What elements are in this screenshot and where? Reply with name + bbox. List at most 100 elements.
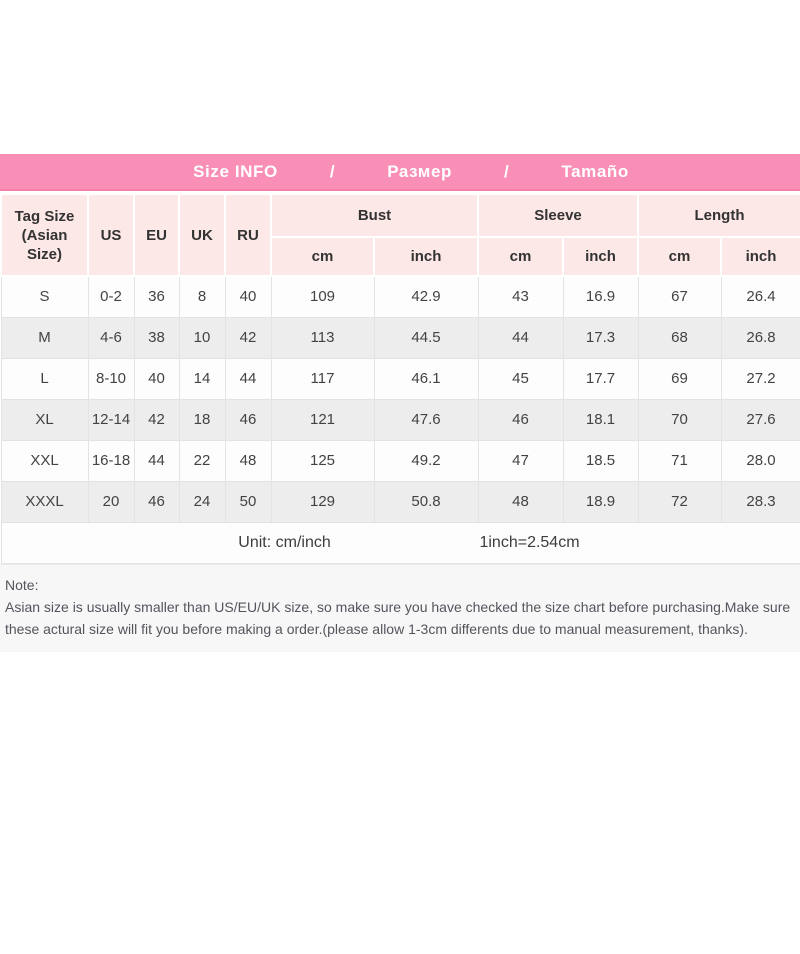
- cell-us: 0-2: [87, 275, 135, 318]
- cell-bust-cm: 121: [270, 398, 375, 441]
- unit-label: Unit: cm/inch: [238, 533, 331, 551]
- header-row-groups: Tag Size (Asian Size) US EU UK RU Bust S…: [0, 193, 800, 277]
- cell-uk: 10: [178, 316, 226, 359]
- cell-sleeve-inch: 17.3: [562, 316, 639, 359]
- cell-bust-cm: 117: [270, 357, 375, 400]
- cell-ru: 48: [224, 439, 272, 482]
- note-heading: Note:: [5, 576, 39, 593]
- cell-length-inch: 28.3: [720, 480, 800, 523]
- unit-footer-cell: Unit: cm/inch 1inch=2.54cm: [0, 521, 800, 564]
- cell-bust-inch: 49.2: [373, 439, 479, 482]
- tag-size-line1: Tag Size: [14, 207, 75, 225]
- cell-sleeve-cm: 45: [477, 357, 564, 400]
- cell-uk: 18: [178, 398, 226, 441]
- cell-eu: 46: [133, 480, 180, 523]
- note-section: Note: Asian size is usually smaller than…: [0, 563, 800, 652]
- cell-sleeve-cm: 46: [477, 398, 564, 441]
- col-header-ru: RU: [224, 193, 272, 277]
- cell-ru: 40: [224, 275, 272, 318]
- cell-bust-inch: 47.6: [373, 398, 479, 441]
- col-group-bust: Bust: [270, 193, 479, 238]
- cell-tag: XXXL: [0, 480, 89, 523]
- cell-length-inch: 27.6: [720, 398, 800, 441]
- cell-us: 20: [87, 480, 135, 523]
- col-group-sleeve: Sleeve: [476, 193, 640, 238]
- cell-sleeve-cm: 47: [477, 439, 564, 482]
- title-segment: Tamaño: [561, 161, 629, 181]
- cell-us: 4-6: [87, 316, 135, 359]
- note-line: Asian size is usually smaller than US/EU…: [5, 598, 791, 615]
- title-segment: Size INFO: [193, 161, 278, 181]
- col-header-us: US: [87, 193, 135, 277]
- table-row-m: M 4-6 38 10 42 113 44.5 44 17.3 68 26.8: [0, 316, 800, 359]
- cell-uk: 22: [178, 439, 226, 482]
- cell-bust-cm: 109: [270, 275, 375, 318]
- col-header-sleeve-inch: inch: [561, 236, 640, 277]
- cell-length-inch: 26.8: [720, 316, 800, 359]
- cell-eu: 36: [133, 275, 180, 318]
- col-header-tag-size: Tag Size (Asian Size): [0, 193, 89, 277]
- cell-sleeve-cm: 48: [477, 480, 564, 523]
- table-row-l: L 8-10 40 14 44 117 46.1 45 17.7 69 27.2: [0, 357, 800, 400]
- cell-eu: 42: [133, 398, 180, 441]
- unit-footer-row: Unit: cm/inch 1inch=2.54cm: [0, 521, 800, 564]
- cell-length-inch: 26.4: [720, 275, 800, 318]
- table-row-xxl: XXL 16-18 44 22 48 125 49.2 47 18.5 71 2…: [0, 439, 800, 482]
- col-group-length: Length: [637, 193, 800, 238]
- cell-length-inch: 27.2: [720, 357, 800, 400]
- cell-bust-inch: 50.8: [373, 480, 479, 523]
- size-chart-table: Tag Size (Asian Size) US EU UK RU Bust S…: [0, 193, 800, 564]
- size-info-title-bar: Size INFO / Размер / Tamaño: [0, 154, 800, 191]
- title-separator: /: [329, 161, 336, 181]
- cell-tag: XL: [0, 398, 89, 441]
- col-header-sleeve-cm: cm: [477, 236, 564, 277]
- cell-length-cm: 71: [637, 439, 722, 482]
- cell-ru: 44: [224, 357, 272, 400]
- header-row-units: cm inch cm inch cm inch: [1, 236, 800, 277]
- cell-length-cm: 72: [637, 480, 722, 523]
- cell-bust-inch: 42.9: [373, 275, 479, 318]
- cell-sleeve-inch: 17.7: [562, 357, 639, 400]
- cell-tag: S: [0, 275, 89, 318]
- cell-bust-cm: 113: [270, 316, 375, 359]
- table-row-xl: XL 12-14 42 18 46 121 47.6 46 18.1 70 27…: [0, 398, 800, 441]
- col-header-eu: EU: [133, 193, 180, 277]
- cell-sleeve-inch: 18.1: [562, 398, 639, 441]
- cell-sleeve-inch: 16.9: [562, 275, 639, 318]
- col-header-uk: UK: [178, 193, 226, 277]
- table-row-xxxl: XXXL 20 46 24 50 129 50.8 48 18.9 72 28.…: [0, 480, 800, 523]
- col-header-bust-cm: cm: [270, 236, 375, 277]
- cell-eu: 40: [133, 357, 180, 400]
- cell-bust-cm: 125: [270, 439, 375, 482]
- cell-ru: 46: [224, 398, 272, 441]
- col-header-length-cm: cm: [637, 236, 723, 277]
- title-separator: /: [504, 161, 510, 181]
- cell-sleeve-inch: 18.9: [562, 480, 639, 523]
- cell-eu: 44: [133, 439, 180, 482]
- cell-length-cm: 67: [637, 275, 722, 318]
- table-row-s: S 0-2 36 8 40 109 42.9 43 16.9 67 26.4: [0, 275, 800, 318]
- cell-ru: 50: [224, 480, 272, 523]
- cell-sleeve-cm: 44: [477, 316, 564, 359]
- note-line: these actural size will fit you before m…: [5, 620, 748, 637]
- cell-uk: 14: [178, 357, 226, 400]
- cell-eu: 38: [133, 316, 180, 359]
- cell-bust-inch: 44.5: [373, 316, 479, 359]
- cell-length-cm: 68: [637, 316, 722, 359]
- cell-length-inch: 28.0: [720, 439, 800, 482]
- cell-bust-inch: 46.1: [373, 357, 479, 400]
- cell-us: 12-14: [87, 398, 135, 441]
- cell-ru: 42: [224, 316, 272, 359]
- cell-sleeve-inch: 18.5: [562, 439, 639, 482]
- cell-length-cm: 69: [637, 357, 722, 400]
- cell-uk: 8: [178, 275, 226, 318]
- cell-bust-cm: 129: [270, 480, 375, 523]
- cell-us: 8-10: [87, 357, 135, 400]
- inch-conversion-label: 1inch=2.54cm: [479, 533, 580, 551]
- col-header-bust-inch: inch: [373, 236, 479, 277]
- cell-tag: M: [0, 316, 89, 359]
- cell-tag: XXL: [0, 439, 89, 482]
- title-segment: Размер: [387, 161, 453, 181]
- cell-length-cm: 70: [637, 398, 722, 441]
- cell-uk: 24: [178, 480, 226, 523]
